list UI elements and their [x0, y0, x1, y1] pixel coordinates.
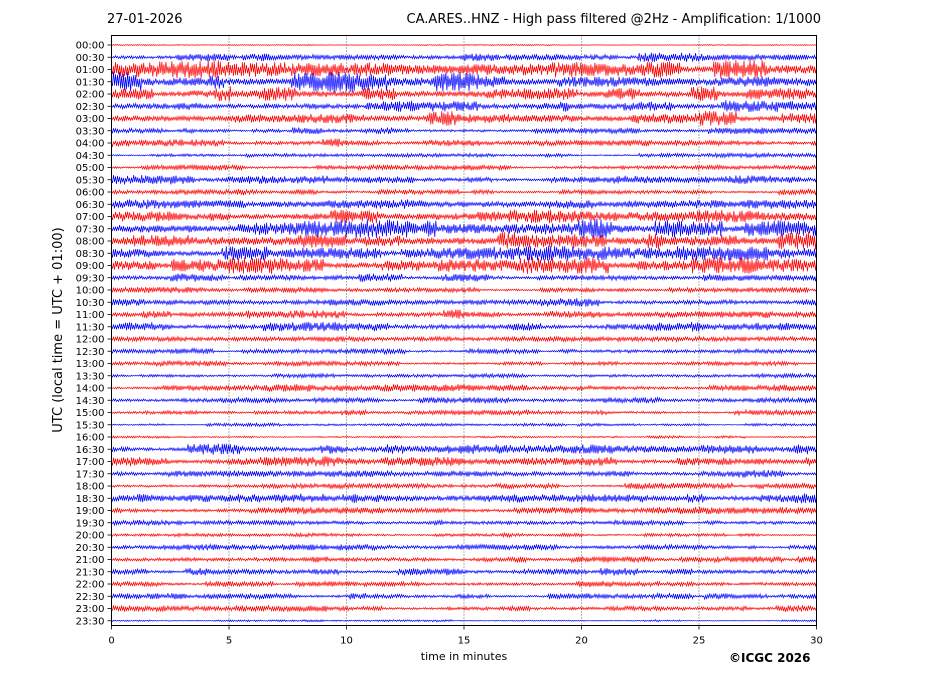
y-tick-label: 19:00 [76, 506, 105, 517]
y-tick-label: 21:00 [76, 555, 105, 566]
y-tick-label: 22:30 [76, 592, 105, 603]
y-tick-label: 13:00 [76, 359, 105, 370]
trace-0300 [111, 110, 817, 126]
trace-0130 [111, 71, 817, 93]
y-tick-label: 14:30 [76, 396, 105, 407]
trace-1900 [111, 506, 817, 515]
y-tick-label: 20:00 [76, 531, 105, 542]
trace-0900 [111, 257, 817, 275]
chart-title: CA.ARES..HNZ - High pass filtered @2Hz -… [406, 12, 821, 27]
x-tick-label: 15 [458, 636, 471, 647]
x-tick-label: 20 [575, 636, 588, 647]
y-tick-label: 04:00 [76, 139, 105, 150]
trace-1430 [111, 396, 817, 405]
y-tick-label: 08:00 [76, 237, 105, 248]
x-axis: 0 5 10 15 20 25 30 [108, 625, 823, 647]
grid-layer [228, 35, 700, 626]
x-tick-label: 0 [108, 636, 114, 647]
x-tick-label: 10 [340, 636, 353, 647]
date-label: 27-01-2026 [107, 12, 183, 27]
x-tick-label: 30 [810, 636, 823, 647]
y-tick-label: 08:30 [76, 249, 105, 260]
y-tick-label: 04:30 [76, 151, 105, 162]
y-tick-label: 16:00 [76, 433, 105, 444]
y-tick-label: 18:30 [76, 494, 105, 505]
y-tick-label: 22:00 [76, 580, 105, 591]
y-tick-label: 05:00 [76, 163, 105, 174]
y-tick-label: 03:00 [76, 114, 105, 125]
y-tick-label: 11:00 [76, 310, 105, 321]
y-tick-label: 02:00 [76, 90, 105, 101]
y-tick-label: 13:30 [76, 371, 105, 382]
x-axis-label: time in minutes [421, 650, 508, 663]
trace-1730 [111, 469, 817, 478]
trace-1100 [111, 309, 817, 319]
y-tick-label: 12:30 [76, 347, 105, 358]
y-tick-label: 01:30 [76, 77, 105, 88]
trace-1030 [111, 298, 817, 307]
y-tick-label: 14:00 [76, 384, 105, 395]
y-tick-label: 06:00 [76, 188, 105, 199]
trace-0400 [111, 138, 817, 148]
trace-1400 [111, 383, 817, 393]
trace-0700 [111, 209, 817, 224]
trace-0430 [111, 151, 817, 159]
y-tick-label: 07:00 [76, 212, 105, 223]
y-tick-label: 21:30 [76, 567, 105, 578]
trace-0330 [111, 127, 817, 135]
y-tick-label: 18:00 [76, 482, 105, 493]
y-tick-label: 05:30 [76, 175, 105, 186]
y-tick-label: 00:00 [76, 41, 105, 52]
y-axis-label: UTC (local time = UTC + 01:00) [51, 227, 66, 432]
trace-0230 [111, 100, 817, 113]
trace-1600 [111, 434, 817, 440]
y-tick-label: 10:30 [76, 298, 105, 309]
y-tick-label: 11:30 [76, 322, 105, 333]
y-tick-label: 10:00 [76, 286, 105, 297]
trace-0200 [111, 86, 817, 102]
x-tick-label: 25 [693, 636, 706, 647]
trace-1000 [111, 286, 817, 294]
trace-1130 [111, 321, 817, 332]
y-tick-label: 23:00 [76, 604, 105, 615]
trace-2130 [111, 567, 817, 576]
y-tick-label: 07:30 [76, 224, 105, 235]
y-tick-label: 19:30 [76, 518, 105, 529]
trace-0730 [111, 218, 817, 239]
trace-0930 [111, 273, 817, 283]
y-tick-label: 23:30 [76, 616, 105, 627]
y-tick-label: 09:00 [76, 261, 105, 272]
y-tick-label: 16:30 [76, 445, 105, 456]
y-tick-label: 00:30 [76, 53, 105, 64]
y-tick-label: 03:30 [76, 126, 105, 137]
trace-0530 [111, 175, 817, 185]
x-tick-label: 5 [226, 636, 232, 647]
trace-1530 [111, 422, 817, 428]
trace-1330 [111, 372, 817, 380]
y-tick-label: 06:30 [76, 200, 105, 211]
y-tick-label: 12:00 [76, 335, 105, 346]
trace-0030 [111, 52, 817, 62]
y-tick-label: 17:00 [76, 457, 105, 468]
y-tick-label: 02:30 [76, 102, 105, 113]
y-tick-label: 17:30 [76, 469, 105, 480]
y-tick-label: 09:30 [76, 273, 105, 284]
y-tick-label: 15:30 [76, 420, 105, 431]
y-tick-label: 20:30 [76, 543, 105, 554]
trace-2100 [111, 555, 817, 564]
y-tick-label: 15:00 [76, 408, 105, 419]
y-tick-label: 01:00 [76, 65, 105, 76]
credit-label: ©ICGC 2026 [729, 651, 811, 665]
